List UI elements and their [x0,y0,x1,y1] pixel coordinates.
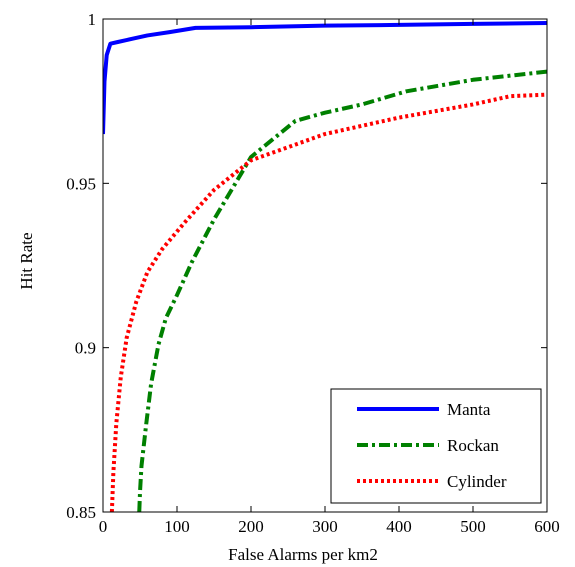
y-tick-label: 0.9 [75,339,96,358]
x-tick-label: 0 [99,517,108,536]
x-tick-label: 600 [534,517,560,536]
axes-layer: 0 100 200 300 400 500 600 0.85 0.9 0.95 1 [66,10,560,536]
x-axis-label: False Alarms per km2 [228,545,378,564]
x-tick-label: 500 [460,517,486,536]
series-line-rockan [137,69,547,512]
series-line-manta [103,20,547,135]
legend-label-manta: Manta [447,400,491,419]
y-tick-label: 0.95 [66,174,96,193]
x-tick-label: 300 [312,517,338,536]
x-tick-label: 200 [238,517,264,536]
x-tick-label: 100 [164,517,190,536]
y-tick-label: 1 [88,10,97,29]
y-tick-label: 0.85 [66,503,96,522]
x-tick-label: 400 [386,517,412,536]
series-layer [103,20,547,512]
legend-label-rockan: Rockan [447,436,499,455]
y-axis-label: Hit Rate [17,232,36,289]
legend: Manta Rockan Cylinder [330,388,542,504]
legend-label-cylinder: Cylinder [447,472,507,491]
series-line-cylinder [109,92,547,512]
